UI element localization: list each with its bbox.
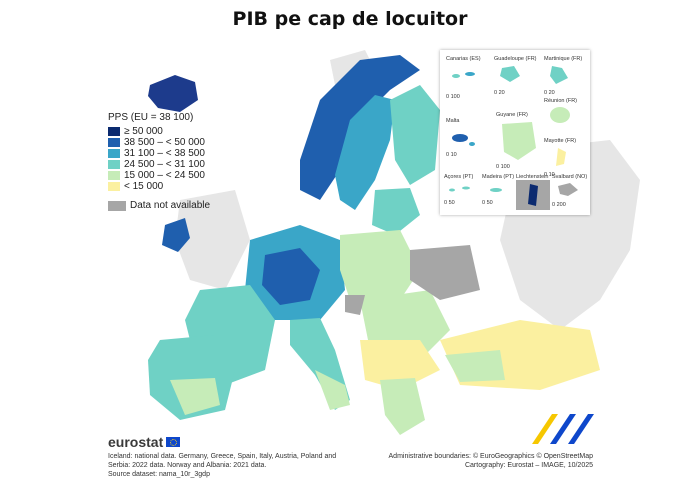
legend: PPS (EU = 38 100) ≥ 50 000 38 500 – < 50… [108, 112, 210, 211]
legend-swatch [108, 127, 120, 136]
region-iceland [148, 75, 198, 112]
region-norway [300, 55, 420, 200]
region-poland-czech [340, 230, 420, 300]
legend-swatch [108, 182, 120, 191]
footer-credits: Administrative boundaries: © EuroGeograp… [389, 452, 593, 470]
region-iberia-south [170, 378, 220, 415]
legend-label: < 15 000 [124, 181, 164, 192]
legend-row: 38 500 – < 50 000 [108, 137, 210, 148]
inset-label: Guadeloupe (FR) [494, 56, 537, 62]
region-ireland [162, 218, 190, 252]
legend-label: 31 100 – < 38 500 [124, 148, 205, 159]
inset-label: Açores (PT) [444, 174, 474, 180]
footer-notes: Iceland: national data. Germany, Greece,… [108, 452, 348, 479]
scale-label: 0 10 [544, 172, 555, 178]
inset-panel: Canarias (ES) 0 100 Guadeloupe (FR) 0 20… [440, 50, 590, 215]
scale-label: 0 20 [544, 90, 555, 96]
legend-label: 15 000 – < 24 500 [124, 170, 205, 181]
legend-swatch [108, 138, 120, 147]
inset-reunion: Réunion (FR) [544, 98, 584, 128]
inset-label: Madeira (PT) [482, 174, 515, 180]
region-finland [390, 85, 440, 185]
inset-canarias: Canarias (ES) 0 100 [446, 56, 486, 100]
footer-line: Iceland: national data. Germany, Greece,… [108, 453, 337, 460]
legend-swatch [108, 171, 120, 180]
footer-line: Administrative boundaries: © EuroGeograp… [388, 453, 593, 460]
brand-name: eurostat [108, 434, 164, 450]
inset-guadeloupe: Guadeloupe (FR) 0 20 [494, 56, 537, 96]
eu-flag-icon [166, 437, 181, 447]
legend-swatch [108, 200, 126, 211]
legend-row: ≥ 50 000 [108, 126, 210, 137]
inset-svalbard: Svalbard (NO) 0 200 [552, 174, 588, 208]
inset-martinique: Martinique (FR) 0 20 [544, 56, 584, 96]
scale-label: 0 10 [446, 152, 457, 158]
scale-label: 0 20 [494, 90, 505, 96]
inset-malta: Malta 0 10 [446, 118, 486, 158]
legend-row: 24 500 – < 31 100 [108, 159, 210, 170]
scale-label: 0 200 [552, 202, 566, 208]
legend-row: 31 100 – < 38 500 [108, 148, 210, 159]
legend-label: 38 500 – < 50 000 [124, 137, 205, 148]
region-baltics [372, 188, 420, 235]
eurostat-logo: eurostat [108, 434, 181, 450]
legend-row: < 15 000 [108, 181, 210, 192]
inset-mayotte: Mayotte (FR) 0 10 [544, 138, 584, 178]
map-title: PIB pe cap de locuitor [232, 8, 468, 30]
non-eu-land [175, 190, 250, 290]
legend-swatch [108, 160, 120, 169]
footer-line: Cartography: Eurostat – IMAGE, 10/2025 [464, 462, 593, 469]
inset-label: Liechtenstein [516, 174, 549, 180]
inset-label: Malta [446, 118, 460, 124]
inset-label: Martinique (FR) [544, 56, 583, 62]
scale-label: 0 100 [496, 164, 510, 170]
inset-madeira: Madeira (PT) 0 50 [482, 174, 516, 206]
legend-swatch [108, 149, 120, 158]
legend-label: ≥ 50 000 [124, 126, 163, 137]
legend-label: Data not available [130, 200, 211, 211]
inset-guyane: Guyane (FR) 0 100 [496, 112, 540, 170]
scale-label: 0 50 [482, 200, 493, 206]
legend-row: 15 000 – < 24 500 [108, 170, 210, 181]
inset-acores: Açores (PT) 0 50 [444, 174, 480, 206]
legend-label: 24 500 – < 31 100 [124, 159, 205, 170]
region-turkey-west [445, 350, 505, 382]
footer-line: Source dataset: nama_10r_3gdp [108, 471, 210, 478]
region-core-high [262, 248, 320, 305]
legend-title: PPS (EU = 38 100) [108, 112, 194, 123]
inset-label: Mayotte (FR) [544, 138, 577, 144]
region-greece [380, 378, 425, 435]
region-sweden [335, 95, 395, 210]
inset-label: Guyane (FR) [496, 112, 528, 118]
region-italy-south [315, 370, 350, 410]
scale-label: 0 100 [446, 94, 460, 100]
inset-label: Canarias (ES) [446, 56, 481, 62]
legend-row-not-available: Data not available [108, 200, 210, 211]
region-bulgaria-balkans [360, 340, 440, 390]
inset-label: Svalbard (NO) [552, 174, 588, 180]
footer-line: Serbia: 2022 data. Norway and Albania: 2… [108, 462, 267, 469]
scale-label: 0 50 [444, 200, 455, 206]
inset-label: Réunion (FR) [544, 98, 578, 104]
gisco-logo-icon [532, 414, 594, 444]
region-not-available [345, 295, 365, 315]
region-not-available [410, 245, 480, 300]
inset-liechtenstein: Liechtenstein [516, 174, 550, 212]
